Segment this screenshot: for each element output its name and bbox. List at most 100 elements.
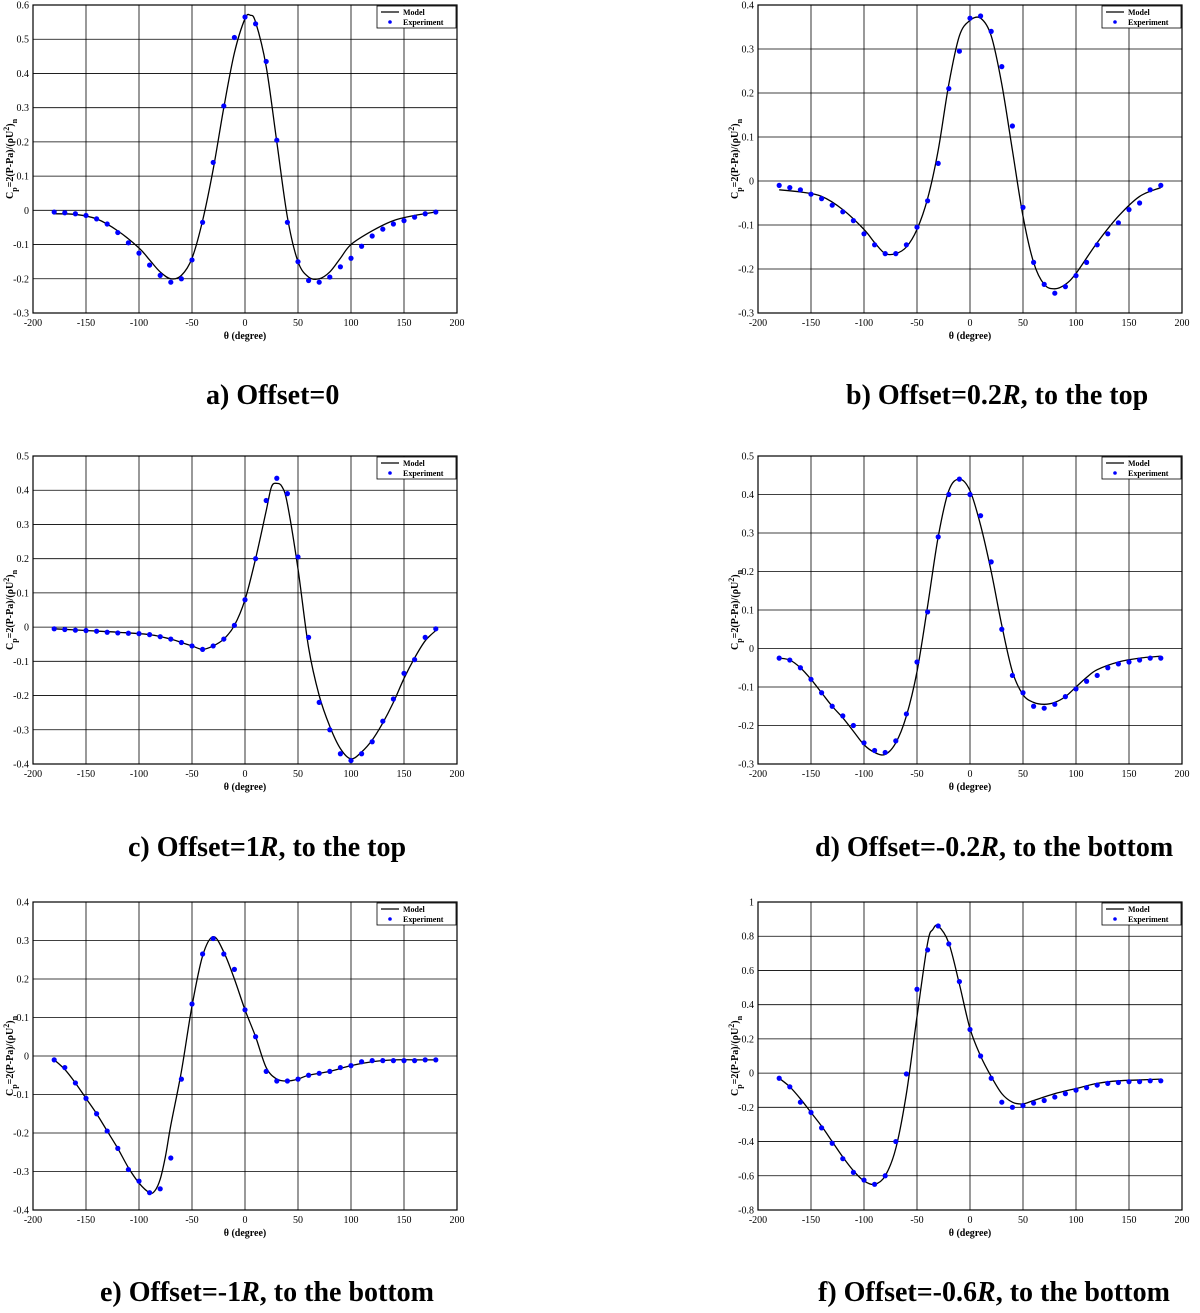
experiment-point bbox=[274, 137, 280, 143]
experiment-point bbox=[51, 209, 57, 215]
legend-experiment-swatch bbox=[1113, 20, 1117, 24]
experiment-point bbox=[221, 951, 227, 957]
x-tick-label: 150 bbox=[397, 769, 412, 780]
experiment-point bbox=[125, 1166, 131, 1173]
experiment-point bbox=[967, 491, 973, 498]
experiment-point bbox=[776, 182, 782, 188]
experiment-point bbox=[1115, 1079, 1121, 1086]
x-tick-label: -150 bbox=[802, 1215, 820, 1226]
experiment-point bbox=[422, 634, 428, 640]
grid bbox=[32, 901, 458, 1211]
y-tick-label: 0.2 bbox=[17, 554, 30, 565]
y-tick-label: -0.3 bbox=[738, 309, 754, 320]
y-tick-label: 0.1 bbox=[17, 588, 30, 599]
x-tick-label: 0 bbox=[968, 769, 973, 780]
x-tick-label: -50 bbox=[910, 318, 923, 329]
x-tick-label: 200 bbox=[450, 769, 465, 780]
y-axis-label: Cp=2(P-Pa)/(ρU2)n bbox=[2, 118, 19, 199]
x-tick-label: -100 bbox=[855, 769, 873, 780]
experiment-point bbox=[872, 747, 878, 754]
experiment-point bbox=[1073, 686, 1079, 692]
experiment-point bbox=[1020, 690, 1026, 696]
x-tick-label: -200 bbox=[24, 318, 42, 329]
y-tick-label: -0.4 bbox=[738, 1137, 754, 1148]
experiment-point bbox=[840, 1156, 846, 1162]
experiment-point bbox=[1126, 1079, 1132, 1085]
x-tick-label: 0 bbox=[968, 1215, 973, 1226]
x-axis-label: θ (degree) bbox=[224, 331, 267, 342]
y-tick-label: 0 bbox=[24, 1052, 29, 1063]
y-tick-label: 0.1 bbox=[742, 606, 755, 617]
experiment-point bbox=[1158, 182, 1164, 188]
experiment-point bbox=[147, 1190, 153, 1196]
experiment-point bbox=[819, 1125, 825, 1131]
y-tick-label: -0.2 bbox=[13, 1129, 29, 1140]
x-tick-label: 200 bbox=[450, 318, 465, 329]
chart-panel-b: -200 -150 -100 -50 0 50 100 150 200 -0.3 -0.2 -0.1 0… bbox=[725, 0, 1195, 345]
experiment-point bbox=[1009, 1104, 1015, 1110]
experiment-point bbox=[1137, 657, 1143, 663]
grid bbox=[32, 4, 458, 314]
x-tick-label: 150 bbox=[397, 318, 412, 329]
experiment-points bbox=[51, 935, 439, 1196]
experiment-point bbox=[422, 1057, 428, 1063]
experiment-point bbox=[1094, 242, 1100, 248]
experiment-point bbox=[840, 713, 846, 719]
experiment-point bbox=[62, 626, 68, 633]
experiment-point bbox=[316, 279, 322, 285]
experiment-point bbox=[83, 1095, 89, 1101]
x-tick-label: 50 bbox=[293, 769, 303, 780]
experiment-point bbox=[1105, 231, 1111, 237]
experiment-point bbox=[1105, 1080, 1111, 1086]
experiment-point bbox=[136, 1178, 142, 1184]
experiment-point bbox=[72, 211, 78, 217]
experiment-point bbox=[337, 751, 343, 757]
x-tick-label: 50 bbox=[1018, 1215, 1028, 1226]
experiment-point bbox=[1052, 701, 1058, 707]
experiment-point bbox=[829, 703, 835, 709]
y-tick-label: -0.2 bbox=[738, 1103, 754, 1114]
legend-experiment-label: Experiment bbox=[1128, 915, 1169, 924]
experiment-point bbox=[1158, 655, 1164, 661]
y-tick-label: 0 bbox=[24, 623, 29, 634]
experiment-point bbox=[433, 1057, 439, 1063]
experiment-point bbox=[380, 226, 386, 232]
y-tick-label: 0.3 bbox=[742, 529, 755, 540]
x-tick-label: 0 bbox=[968, 318, 973, 329]
experiment-point bbox=[978, 1053, 984, 1059]
x-tick-label: 200 bbox=[1175, 769, 1190, 780]
legend-model-label: Model bbox=[1128, 459, 1151, 468]
experiment-point bbox=[1084, 678, 1090, 684]
caption-b: b) Offset=0.2R, to the top bbox=[846, 380, 1149, 411]
experiment-point bbox=[178, 1076, 184, 1082]
experiment-point bbox=[925, 198, 931, 204]
experiment-point bbox=[956, 978, 962, 985]
experiment-point bbox=[348, 1063, 354, 1069]
experiment-point bbox=[295, 554, 301, 560]
experiment-point bbox=[903, 242, 909, 248]
experiment-point bbox=[903, 711, 909, 717]
legend-model-label: Model bbox=[1128, 905, 1151, 914]
experiment-point bbox=[178, 639, 184, 646]
x-axis-label: θ (degree) bbox=[224, 1228, 267, 1239]
experiment-point bbox=[231, 34, 237, 41]
experiment-point bbox=[999, 626, 1005, 632]
y-tick-label: 0.1 bbox=[17, 172, 30, 183]
experiment-point bbox=[797, 187, 803, 193]
chart-panel-c: -200 -150 -100 -50 0 50 100 150 200 -0.4 -0.3 -0.2 -… bbox=[0, 451, 470, 796]
chart-panel-e: -200 -150 -100 -50 0 50 100 150 200 -0.4 -0.3 -0.2 -… bbox=[0, 897, 470, 1242]
experiment-point bbox=[787, 185, 793, 191]
experiment-point bbox=[412, 657, 418, 663]
legend-experiment-swatch bbox=[388, 917, 392, 921]
y-tick-label: -0.1 bbox=[13, 240, 29, 251]
experiment-point bbox=[157, 1186, 163, 1192]
x-tick-label: -50 bbox=[185, 769, 198, 780]
experiment-point bbox=[242, 14, 248, 20]
experiment-point bbox=[422, 211, 428, 217]
experiment-point bbox=[157, 272, 163, 278]
chart-f: -200 -150 -100 -50 0 50 100 150 200 -0.8 -0.6 -0.4 -… bbox=[727, 898, 1190, 1240]
experiment-point bbox=[819, 690, 825, 696]
experiment-point bbox=[337, 264, 343, 270]
